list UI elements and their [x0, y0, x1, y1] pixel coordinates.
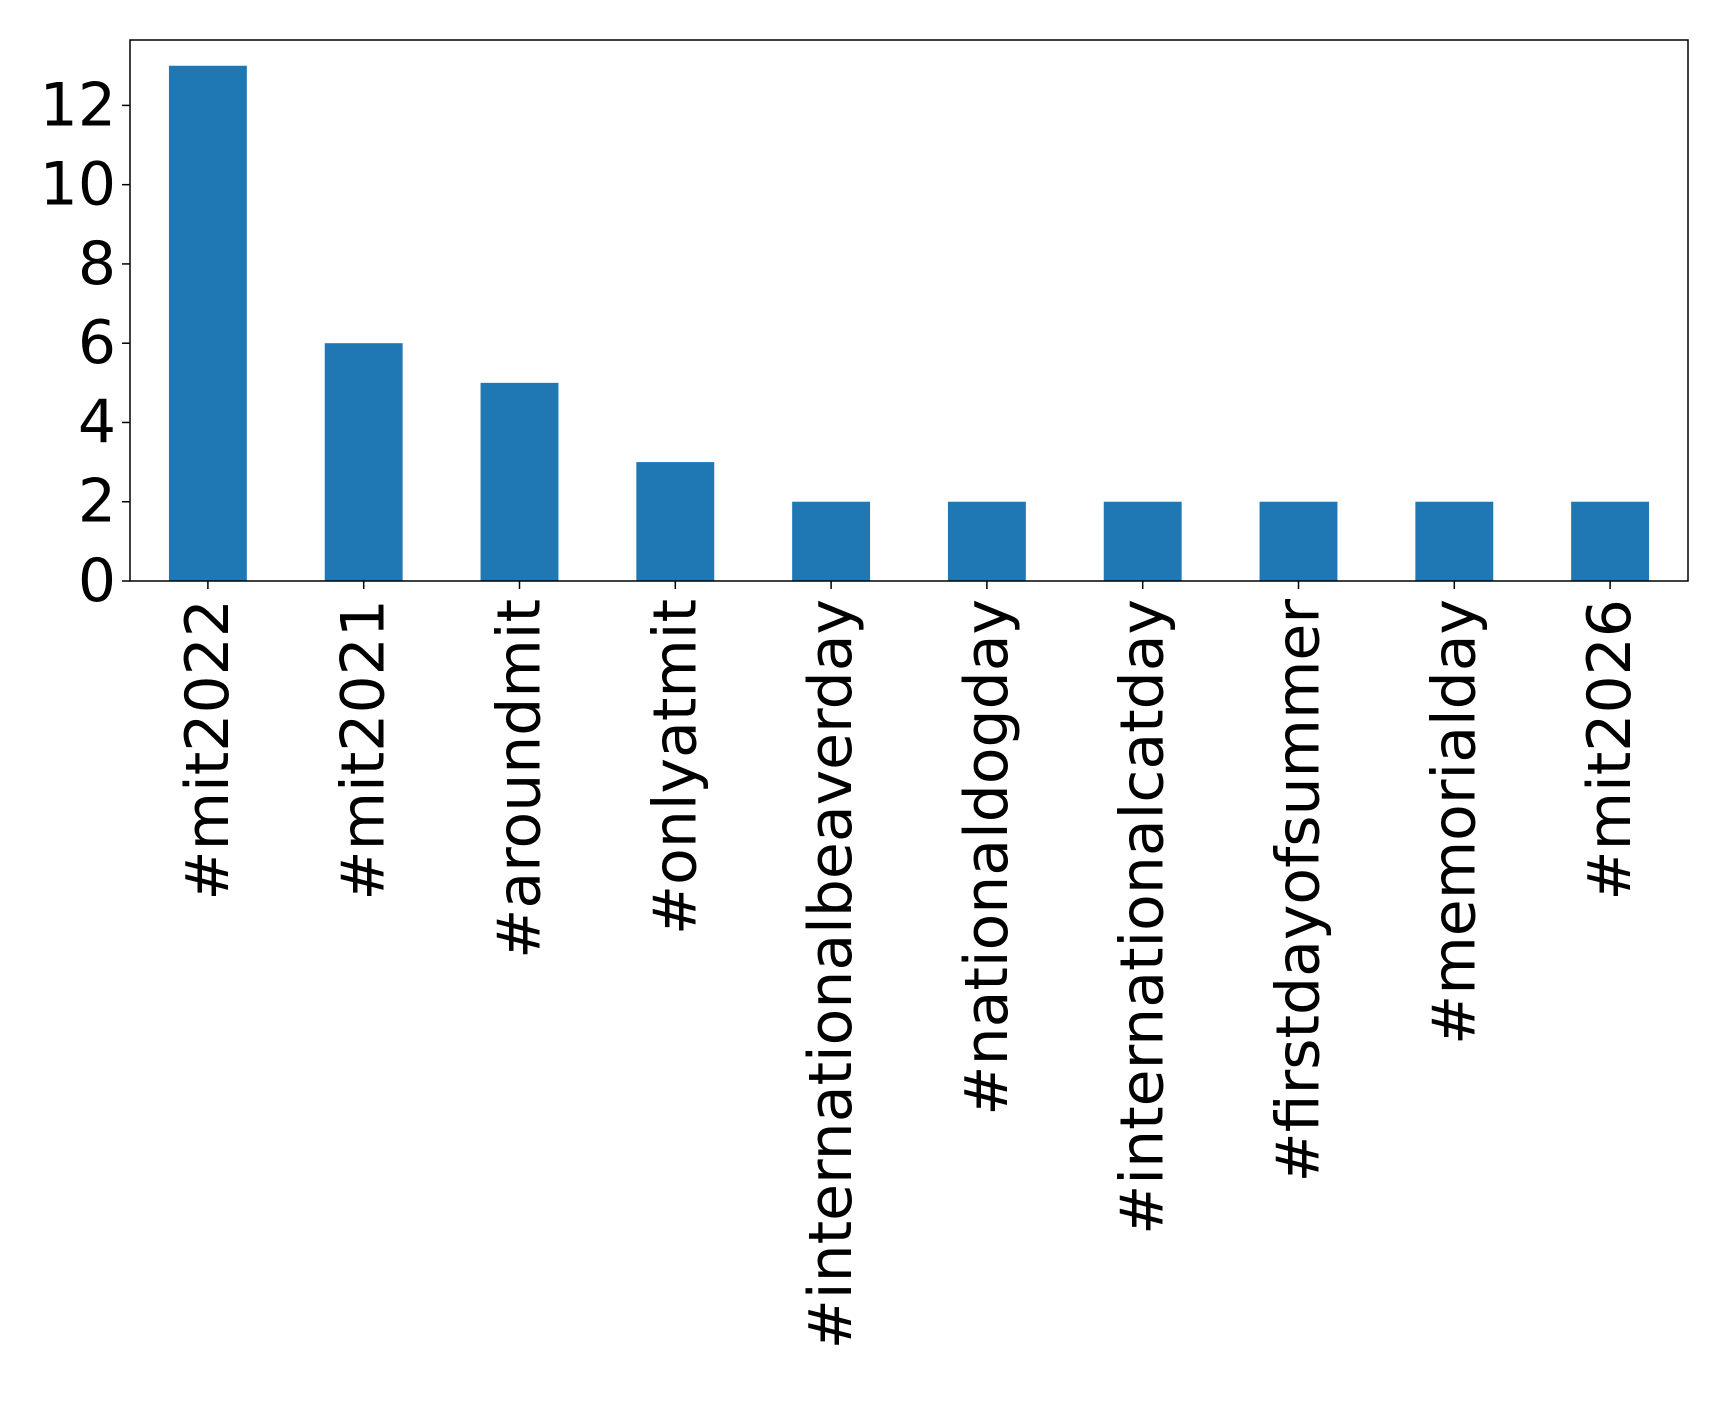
x-tick-label-0: #mit2022 — [173, 599, 243, 901]
y-tick-label-6: 12 — [40, 70, 116, 140]
x-tick-label-8: #memorialday — [1419, 599, 1489, 1045]
y-tick-label-1: 2 — [78, 467, 116, 537]
x-tick-label-7: #firstdayofsummer — [1264, 599, 1334, 1183]
x-tick-label-1: #mit2021 — [329, 599, 399, 901]
bars-group — [168, 65, 1650, 581]
bar-6 — [1103, 501, 1182, 581]
bar-5 — [947, 501, 1026, 581]
bar-1 — [324, 343, 403, 581]
y-tick-label-2: 4 — [78, 387, 116, 457]
x-tick-label-5: #nationaldogday — [952, 599, 1022, 1116]
x-tick-label-2: #aroundmit — [485, 599, 555, 959]
bar-3 — [636, 462, 715, 581]
bar-9 — [1571, 501, 1650, 581]
bar-2 — [480, 382, 559, 581]
bar-7 — [1259, 501, 1338, 581]
x-tick-label-3: #onlyatmit — [640, 599, 710, 935]
y-tick-label-0: 0 — [78, 546, 116, 616]
y-tick-label-5: 10 — [40, 150, 116, 220]
plot-frame — [129, 39, 1689, 582]
y-tick-label-3: 6 — [78, 308, 116, 378]
y-axis: 0 2 4 6 8 10 12 — [40, 70, 130, 616]
bar-8 — [1415, 501, 1494, 581]
y-tick-label-4: 8 — [78, 229, 116, 299]
x-axis: #mit2022 #mit2021 #aroundmit #onlyatmit #int… — [173, 581, 1645, 1349]
x-tick-label-6: #internationalcatday — [1108, 599, 1178, 1235]
bar-0 — [168, 65, 247, 581]
x-tick-label-4: #internationalbeaverday — [796, 599, 866, 1349]
bar-4 — [792, 501, 871, 581]
x-tick-label-9: #mit2026 — [1575, 599, 1645, 901]
